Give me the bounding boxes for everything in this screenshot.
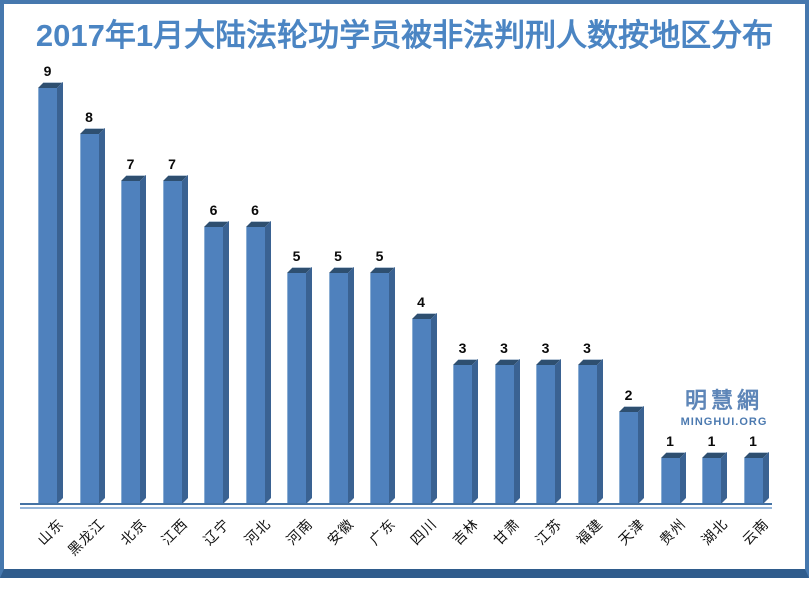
bar-value-label: 5 (292, 248, 301, 264)
bar-value-label: 3 (500, 340, 508, 356)
bar-front-face (38, 88, 57, 504)
bar: 4 (411, 294, 437, 504)
x-axis-line-shadow (20, 507, 772, 509)
watermark-latin-text: MINGHUI.ORG (680, 416, 768, 428)
watermark-cjk-text: 明慧網 (684, 388, 763, 413)
bar: 9 (38, 63, 63, 504)
bar-value-label: 7 (126, 156, 135, 172)
bar-side-face (638, 406, 644, 504)
bar-side-face (762, 452, 769, 504)
bar-value-label: 1 (707, 433, 716, 449)
bar-front-face (702, 458, 721, 504)
bar-value-label: 9 (43, 63, 52, 79)
bar-front-face (370, 273, 389, 504)
bar-value-label: 5 (375, 248, 384, 264)
bar-side-face (596, 359, 603, 504)
bar-side-face (264, 221, 271, 504)
bar-side-face (347, 267, 354, 504)
bar-value-label: 6 (251, 202, 259, 218)
bar: 1 (660, 433, 686, 504)
bar-value-label: 6 (209, 202, 218, 218)
bar-front-face (619, 412, 638, 504)
chart-page: { "title": "2017年1月大陆法轮功学员被非法判刑人数按地区分布",… (0, 0, 809, 578)
chart-title: 2017年1月大陆法轮功学员被非法判刑人数按地区分布 (35, 18, 774, 53)
bar-front-face (494, 365, 514, 504)
bar-side-face (721, 452, 727, 504)
bar: 3 (577, 340, 603, 504)
bar: 3 (536, 340, 561, 504)
bar: 6 (204, 202, 229, 504)
bar-value-label: 7 (168, 156, 176, 172)
bar-value-label: 1 (749, 433, 757, 449)
bar-value-label: 3 (583, 340, 591, 356)
bar-value-label: 2 (624, 387, 633, 403)
bar: 5 (370, 248, 395, 504)
bar: 5 (287, 248, 312, 504)
bar-front-face (536, 365, 555, 504)
bar: 8 (79, 109, 105, 504)
bar-side-face (306, 267, 312, 504)
bar-value-label: 5 (334, 248, 342, 264)
bar-front-face (743, 458, 763, 504)
bar-value-label: 4 (417, 294, 425, 310)
x-axis-line (20, 503, 772, 505)
bar-side-face (679, 452, 686, 504)
bar-value-label: 1 (666, 433, 674, 449)
bar-front-face (660, 458, 680, 504)
bar-value-label: 8 (85, 109, 93, 125)
minghui-watermark: 明慧網 MINGHUI.ORG (678, 383, 770, 428)
bar-front-face (79, 134, 99, 504)
bar-side-face (181, 175, 188, 504)
bar-side-face (223, 221, 229, 504)
bar: 1 (702, 433, 727, 504)
bar-side-face (57, 82, 63, 504)
bar: 6 (245, 202, 271, 504)
bar: 3 (494, 340, 520, 504)
bar: 5 (328, 248, 354, 504)
bar-value-label: 3 (541, 340, 550, 356)
bar: 3 (453, 340, 478, 504)
bar: 1 (743, 433, 769, 504)
bar: 7 (121, 156, 146, 504)
bar-front-face (287, 273, 306, 504)
bar-side-face (555, 359, 561, 504)
bar: 7 (162, 156, 188, 504)
bar-side-face (430, 313, 437, 504)
bar-side-face (513, 359, 520, 504)
bar-front-face (411, 319, 431, 504)
bar-front-face (453, 365, 472, 504)
bar-front-face (245, 227, 265, 504)
bar-front-face (328, 273, 348, 504)
bar-front-face (577, 365, 597, 504)
bar-side-face (389, 267, 395, 504)
bar-front-face (162, 181, 182, 504)
bar: 2 (619, 387, 644, 504)
bar-side-face (98, 128, 105, 504)
bar-value-label: 3 (458, 340, 467, 356)
bar-side-face (140, 175, 146, 504)
bar-side-face (472, 359, 478, 504)
bar-front-face (121, 181, 140, 504)
bar-front-face (204, 227, 223, 504)
